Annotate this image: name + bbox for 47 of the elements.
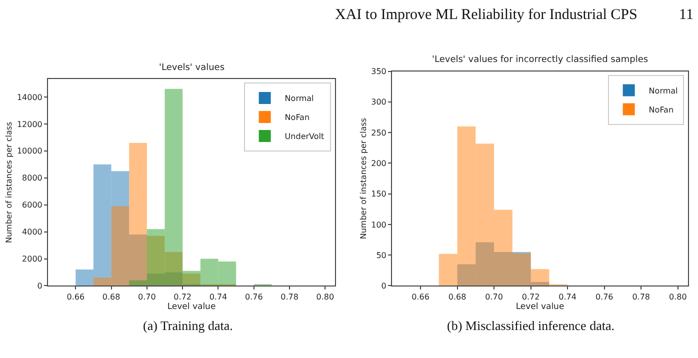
x-tick-label: 0.66 xyxy=(412,292,430,302)
x-tick-label: 0.80 xyxy=(316,292,334,302)
x-tick-label: 0.80 xyxy=(668,292,687,302)
y-tick-label: 200 xyxy=(371,158,386,168)
chart-title: 'Levels' values xyxy=(159,63,225,73)
x-axis-title: Level value xyxy=(167,302,216,312)
y-tick-label: 250 xyxy=(371,128,386,138)
y-tick-label: 350 xyxy=(371,67,386,76)
text: 11 xyxy=(679,7,694,23)
y-tick-label: 50 xyxy=(376,250,386,260)
y-tick-label: 0 xyxy=(381,282,386,291)
y-tick-label: 0 xyxy=(37,282,42,291)
x-axis-title: Level value xyxy=(516,302,564,312)
y-tick-label: 4000 xyxy=(22,228,42,237)
text: (b) Misclassified inference data. xyxy=(447,318,614,333)
x-tick-label: 0.76 xyxy=(595,292,614,302)
x-tick-label: 0.76 xyxy=(244,292,263,302)
legend-label: NoFan xyxy=(284,113,310,122)
x-tick-label: 0.66 xyxy=(66,292,85,302)
legend-label: Normal xyxy=(648,86,678,96)
x-tick-label: 0.72 xyxy=(522,292,540,302)
x-tick-label: 0.78 xyxy=(632,292,650,302)
text: (a) Training data. xyxy=(143,318,233,333)
x-tick-label: 0.72 xyxy=(174,292,192,302)
x-tick-label: 0.70 xyxy=(138,292,156,302)
chart-title: 'Levels' values for incorrectly classified samples xyxy=(432,55,648,65)
x-tick-label: 0.74 xyxy=(209,292,228,302)
x-tick-label: 0.78 xyxy=(280,292,298,302)
y-tick-label: 14000 xyxy=(16,92,42,102)
y-tick-label: 10000 xyxy=(16,146,42,156)
y-tick-label: 150 xyxy=(371,190,386,199)
x-tick-label: 0.74 xyxy=(558,292,576,302)
y-tick-label: 6000 xyxy=(22,200,42,210)
y-axis-title: Number of instances per class xyxy=(358,118,368,240)
y-tick-label: 8000 xyxy=(22,174,42,183)
text: XAI to Improve ML Reliability for Industrial CPS xyxy=(335,7,638,23)
y-axis-title: Number of instances per class xyxy=(4,122,14,244)
legend-label: NoFan xyxy=(648,105,674,114)
y-tick-label: 12000 xyxy=(16,120,42,129)
legend-label: UnderVolt xyxy=(284,132,324,142)
legend-label: Normal xyxy=(284,94,314,104)
x-tick-label: 0.70 xyxy=(485,292,503,302)
y-tick-label: 300 xyxy=(371,98,386,107)
y-tick-label: 2000 xyxy=(22,254,42,264)
x-tick-label: 0.68 xyxy=(102,292,120,302)
y-tick-label: 100 xyxy=(371,220,386,230)
x-tick-label: 0.68 xyxy=(448,292,466,302)
